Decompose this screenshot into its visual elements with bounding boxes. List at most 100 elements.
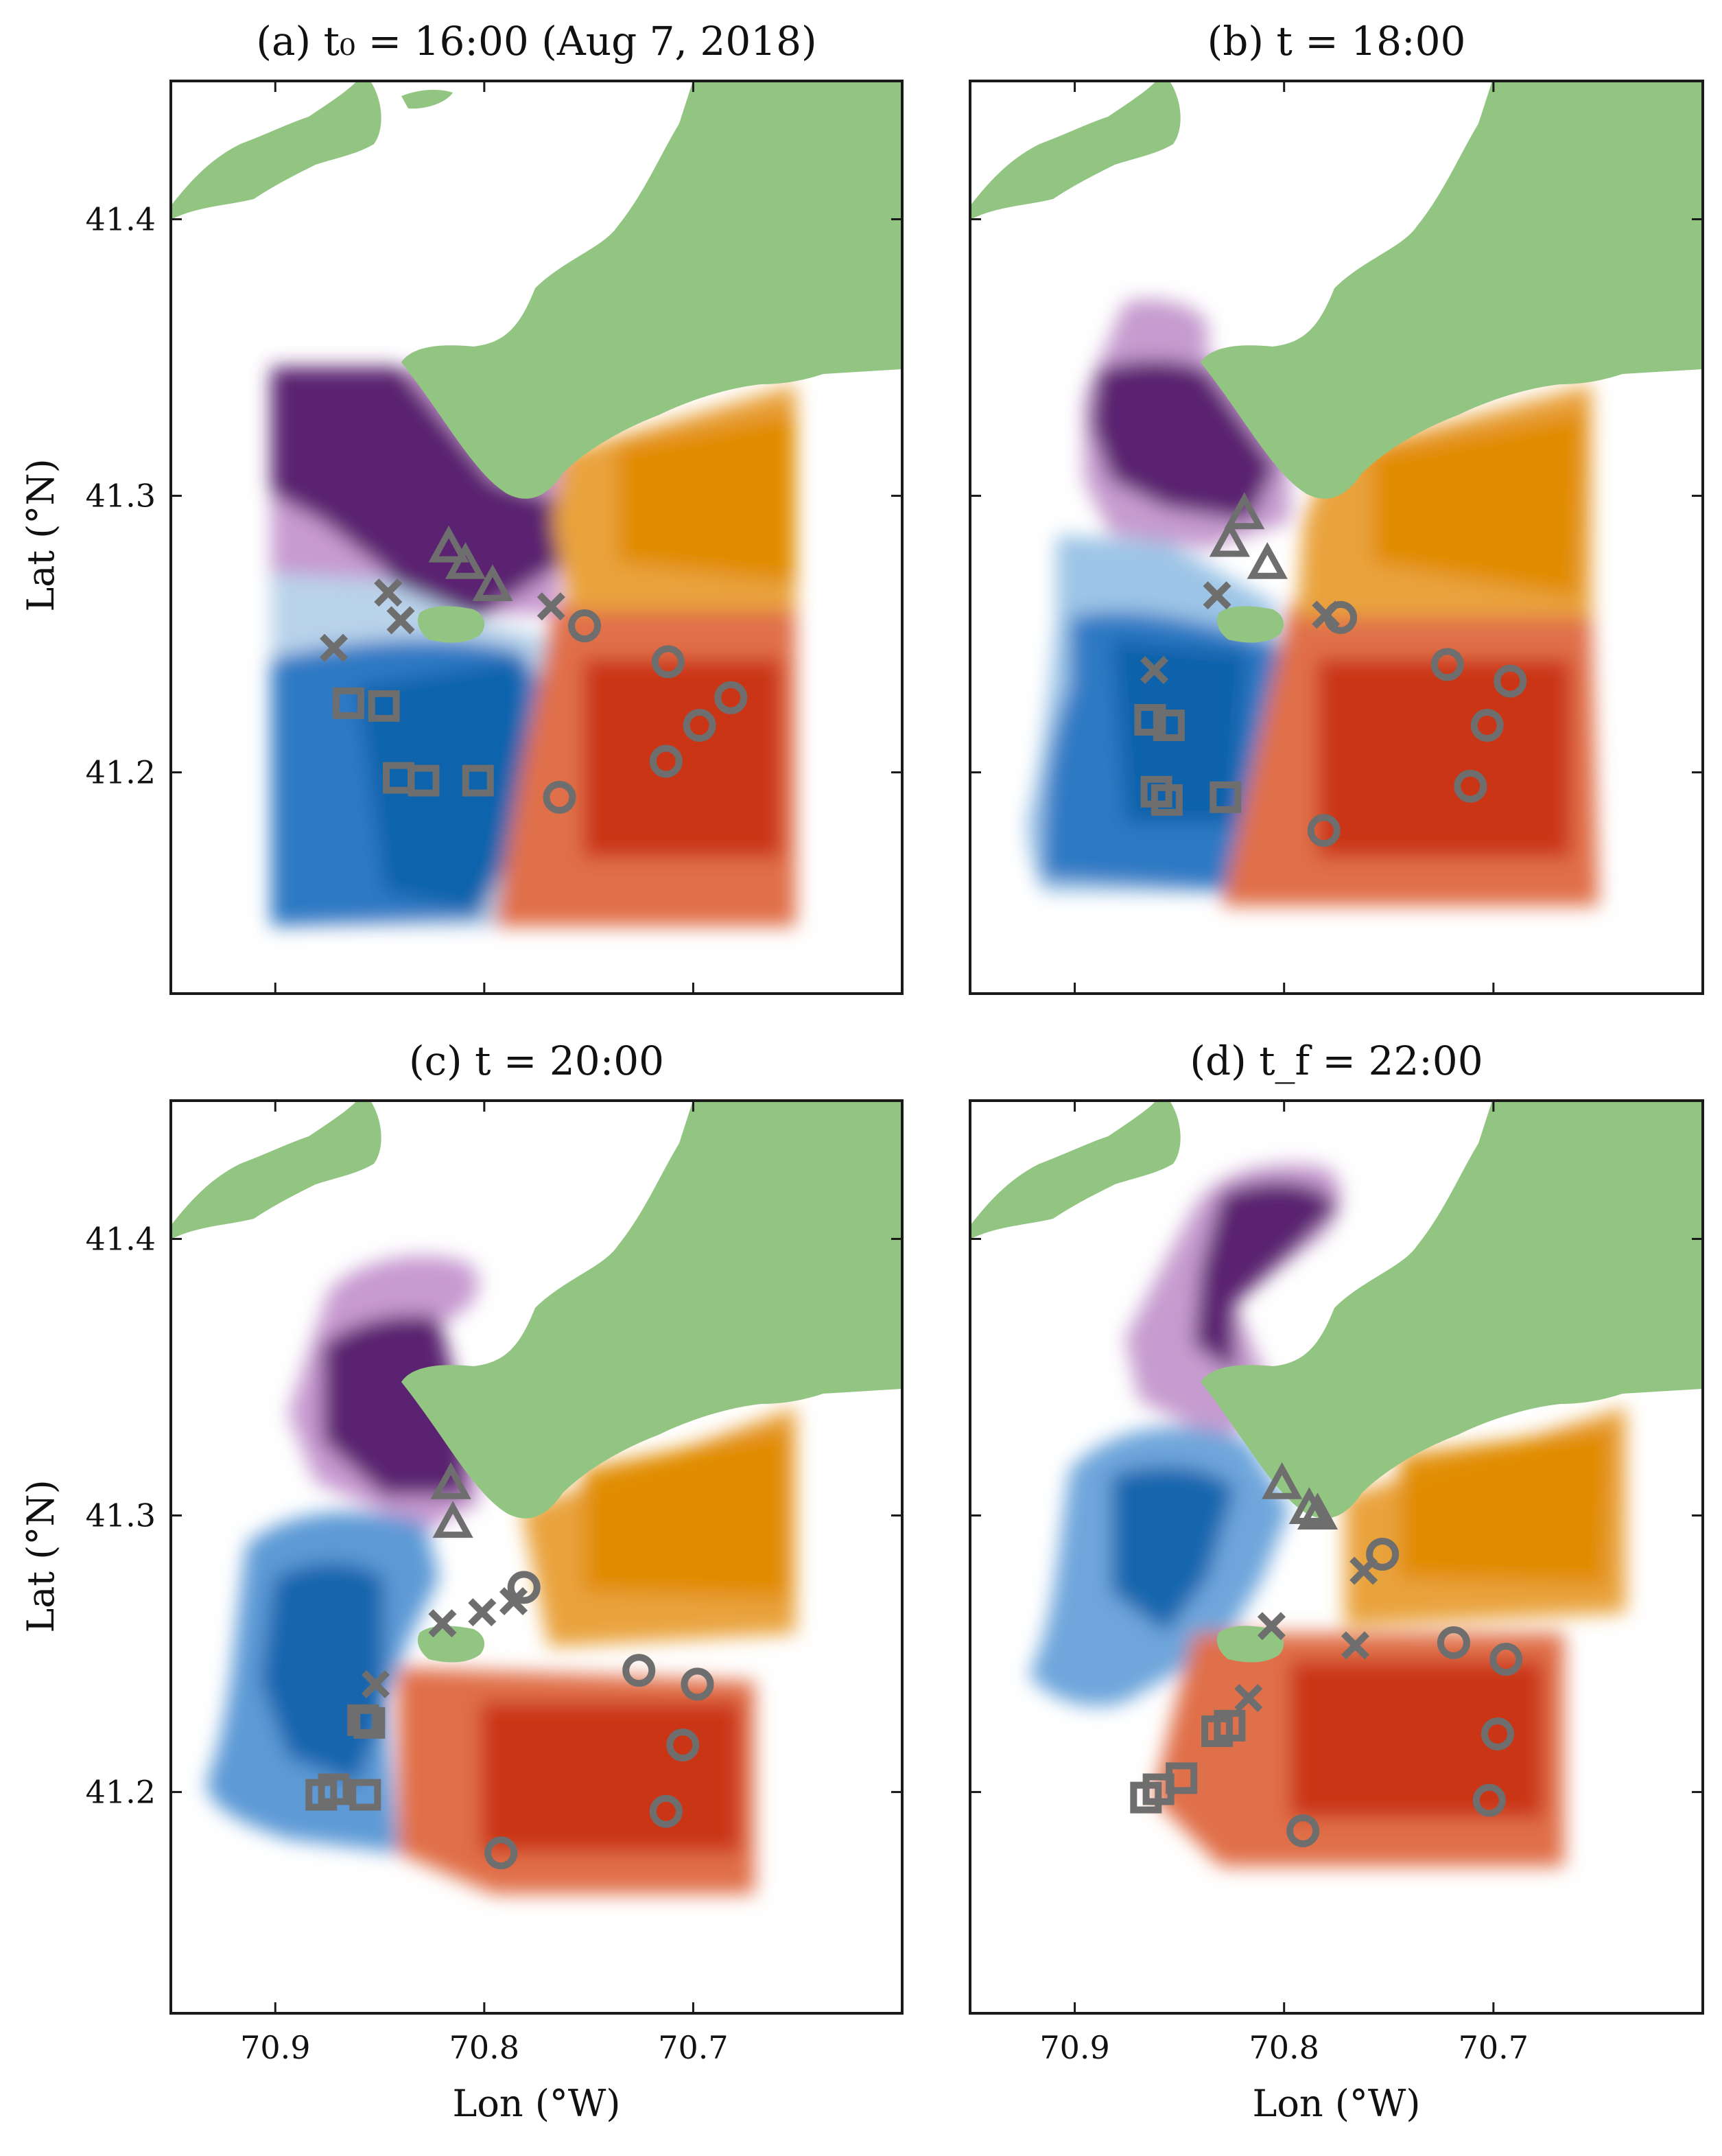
x-tick-label: 70.9 — [240, 2029, 310, 2066]
cross-marker — [428, 1609, 457, 1638]
panel-d: (d) t_f = 22:00 — [969, 1038, 1704, 2015]
triangle-marker — [1288, 1487, 1330, 1524]
island-north — [171, 81, 381, 220]
panel-a: (a) t₀ = 16:00 (Aug 7, 2018) — [169, 18, 904, 995]
y-axis-label-bottom: Lat (°N) — [19, 1479, 62, 1632]
x-tick-label: 70.7 — [1459, 2029, 1529, 2066]
square-marker — [353, 1707, 386, 1739]
cross-marker — [1312, 600, 1341, 629]
panel-c-title: (c) t = 20:00 — [409, 1038, 664, 1084]
circle-marker — [1454, 769, 1487, 803]
x-axis-label-left: Lon (°W) — [453, 2082, 621, 2125]
circle-marker — [1470, 709, 1504, 742]
y-tick-label: 41.4 — [86, 1221, 156, 1258]
circle-marker — [649, 1794, 683, 1828]
circle-marker — [543, 780, 576, 814]
mainland — [401, 1101, 902, 1519]
panel-c-field — [171, 1101, 902, 1894]
panel-b: (b) t = 18:00 — [969, 18, 1704, 995]
circle-marker — [622, 1654, 656, 1687]
square-marker — [1214, 1709, 1246, 1742]
panel-a-title: (a) t₀ = 16:00 (Aug 7, 2018) — [256, 18, 816, 65]
island-north-2 — [401, 89, 453, 109]
panel-d-markers — [1130, 1462, 1523, 1847]
y-axis-label-top: Lat (°N) — [19, 458, 62, 611]
triangle-marker — [428, 525, 469, 563]
circle-marker — [507, 1571, 541, 1604]
circle-marker — [1481, 1717, 1514, 1750]
cross-marker — [1140, 655, 1169, 684]
island-north — [970, 1101, 1181, 1239]
square-marker — [462, 764, 494, 797]
circle-marker — [649, 745, 683, 778]
circle-marker — [1494, 664, 1527, 698]
square-marker — [1210, 781, 1242, 813]
circle-marker — [714, 681, 748, 714]
square-marker — [332, 687, 364, 719]
triangle-marker — [1209, 519, 1250, 557]
y-tick-label: 41.3 — [86, 478, 156, 515]
panel-b-title: (b) t = 18:00 — [1207, 18, 1466, 65]
y-tick-label: 41.3 — [86, 1497, 156, 1534]
triangle-marker — [1262, 1462, 1303, 1499]
triangle-marker — [1224, 492, 1265, 530]
triangle-marker — [472, 564, 513, 602]
x-tick-label: 70.8 — [449, 2029, 519, 2066]
panel-d-title: (d) t_f = 22:00 — [1190, 1038, 1483, 1084]
panel-c-markers — [305, 1462, 714, 1870]
panel-b-markers — [1134, 492, 1527, 847]
x-tick-label: 70.9 — [1039, 2029, 1109, 2066]
square-marker — [1166, 1762, 1198, 1794]
circle-marker — [1307, 814, 1341, 847]
cross-marker — [1341, 1631, 1369, 1660]
circle-marker — [683, 709, 716, 742]
circle-marker — [651, 645, 685, 679]
x-axis-label-right: Lon (°W) — [1253, 2082, 1421, 2125]
circle-marker — [666, 1729, 700, 1762]
panel-c: (c) t = 20:00 — [169, 1038, 904, 2015]
panel-c-frame — [169, 1099, 904, 2015]
panel-a-markers — [320, 525, 748, 814]
triangle-marker — [445, 541, 486, 579]
mainland — [1201, 81, 1703, 499]
small-island — [417, 606, 485, 643]
cross-marker — [1203, 581, 1231, 610]
circle-marker — [1437, 1626, 1470, 1659]
cross-marker — [536, 592, 565, 621]
circle-marker — [1286, 1814, 1320, 1847]
small-island — [1216, 606, 1284, 643]
island-north — [970, 81, 1181, 220]
cross-marker — [374, 578, 403, 607]
cross-marker — [1349, 1556, 1378, 1585]
square-marker — [1151, 784, 1183, 816]
y-tick-label: 41.2 — [86, 1774, 156, 1811]
panel-b-field — [970, 81, 1703, 906]
cross-marker — [320, 633, 349, 662]
cross-marker — [1234, 1684, 1263, 1713]
cross-marker — [386, 606, 415, 635]
y-tick-label: 41.2 — [86, 754, 156, 791]
panel-d-field — [970, 1101, 1703, 1866]
square-marker — [368, 690, 400, 722]
circle-marker — [484, 1836, 518, 1870]
circle-marker — [1430, 648, 1464, 681]
cross-marker — [361, 1669, 390, 1698]
triangle-marker — [430, 1462, 471, 1499]
triangle-marker — [1247, 541, 1288, 579]
square-marker — [1153, 710, 1185, 742]
mainland — [401, 81, 902, 499]
square-marker — [408, 764, 440, 797]
square-marker — [1134, 704, 1166, 736]
circle-marker — [1489, 1643, 1523, 1676]
island-north — [171, 1101, 381, 1239]
square-marker — [349, 1779, 381, 1811]
panel-d-frame — [969, 1099, 1704, 2015]
panel-b-frame — [969, 80, 1704, 995]
y-tick-label: 41.4 — [86, 201, 156, 238]
circle-marker — [568, 609, 602, 642]
cross-marker — [1257, 1612, 1286, 1641]
circle-marker — [1366, 1537, 1400, 1571]
square-marker — [318, 1773, 350, 1805]
mainland — [1201, 1101, 1703, 1519]
